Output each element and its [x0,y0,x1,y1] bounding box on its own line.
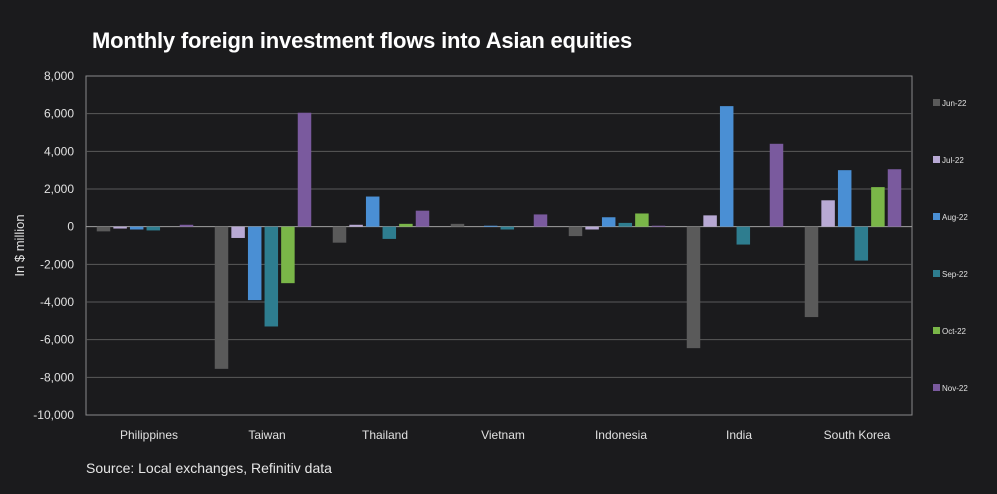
bar-south-korea-sep-22 [854,226,869,261]
bar-taiwan-oct-22 [281,226,295,284]
y-tick-label: -8,000 [40,370,74,384]
bar-india-jun-22 [686,226,701,349]
legend-swatch [933,327,940,334]
bar-vietnam-jun-22 [450,223,465,227]
y-tick-label: -10,000 [33,408,74,422]
legend-label: Jul-22 [942,156,964,165]
bar-south-korea-jun-22 [804,226,819,318]
bars [96,106,902,369]
legend-swatch [933,213,940,220]
bar-thailand-jul-22 [349,224,363,227]
y-axis-ticks: 8,000 6,000 4,000 2,000 0 -2,000 -4,000 -6,000 -… [33,69,74,422]
y-tick-label: 2,000 [44,182,74,196]
y-tick-label: -6,000 [40,333,74,347]
chart-title: Monthly foreign investment flows into As… [92,28,633,53]
x-category-label: Thailand [362,428,408,442]
bar-indonesia-oct-22 [635,213,649,227]
bar-indonesia-sep-22 [618,222,633,227]
x-category-label: South Korea [824,428,891,442]
x-category-label: Indonesia [595,428,647,442]
bar-taiwan-nov-22 [297,112,312,227]
bar-indonesia-jul-22 [585,226,599,230]
y-tick-label: -4,000 [40,295,74,309]
bar-taiwan-sep-22 [264,226,279,327]
source-note: Source: Local exchanges, Refinitiv data [86,460,332,476]
legend-swatch [933,270,940,277]
legend-label: Jun-22 [942,99,967,108]
bar-philippines-jun-22 [96,226,111,232]
bar-indonesia-nov-22 [651,225,666,227]
y-tick-label: 4,000 [44,144,74,158]
bar-philippines-sep-22 [146,226,161,231]
legend-swatch [933,156,940,163]
x-category-label: Vietnam [481,428,525,442]
bar-india-nov-22 [769,143,784,227]
x-category-label: Taiwan [248,428,285,442]
bar-thailand-aug-22 [365,196,380,227]
bar-taiwan-jul-22 [231,226,245,238]
bar-south-korea-nov-22 [887,169,902,227]
y-tick-label: 6,000 [44,107,74,121]
bar-thailand-sep-22 [382,226,397,239]
bar-vietnam-aug-22 [483,225,498,227]
y-tick-label: -2,000 [40,257,74,271]
y-axis-label: In $ million [12,214,27,276]
bar-thailand-oct-22 [399,223,413,227]
plot-area [85,75,913,416]
legend: Jun-22 Jul-22 Aug-22 Sep-22 Oct-22 Nov-22 [933,99,968,393]
bar-india-aug-22 [719,106,734,227]
bar-south-korea-jul-22 [821,200,835,227]
bar-south-korea-oct-22 [871,187,885,227]
bar-india-sep-22 [736,226,751,245]
bar-thailand-jun-22 [332,226,347,243]
legend-label: Sep-22 [942,270,968,279]
bar-philippines-aug-22 [129,226,144,230]
bar-taiwan-aug-22 [247,226,262,301]
bar-taiwan-jun-22 [214,226,229,369]
legend-swatch [933,99,940,106]
legend-swatch [933,384,940,391]
y-tick-label: 0 [67,220,74,234]
bar-indonesia-aug-22 [601,217,616,227]
bar-indonesia-jun-22 [568,226,583,237]
bar-south-korea-aug-22 [837,170,852,227]
bar-philippines-jul-22 [113,226,127,229]
legend-label: Nov-22 [942,384,968,393]
x-axis-categories: Philippines Taiwan Thailand Vietnam Indonesi… [120,428,891,442]
bar-philippines-nov-22 [179,224,194,227]
bar-vietnam-sep-22 [500,226,515,230]
x-category-label: India [726,428,752,442]
y-tick-label: 8,000 [44,69,74,83]
legend-label: Aug-22 [942,213,968,222]
bar-vietnam-nov-22 [533,214,548,227]
bar-thailand-nov-22 [415,210,430,227]
legend-label: Oct-22 [942,327,967,336]
x-category-label: Philippines [120,428,178,442]
bar-india-jul-22 [703,215,717,227]
